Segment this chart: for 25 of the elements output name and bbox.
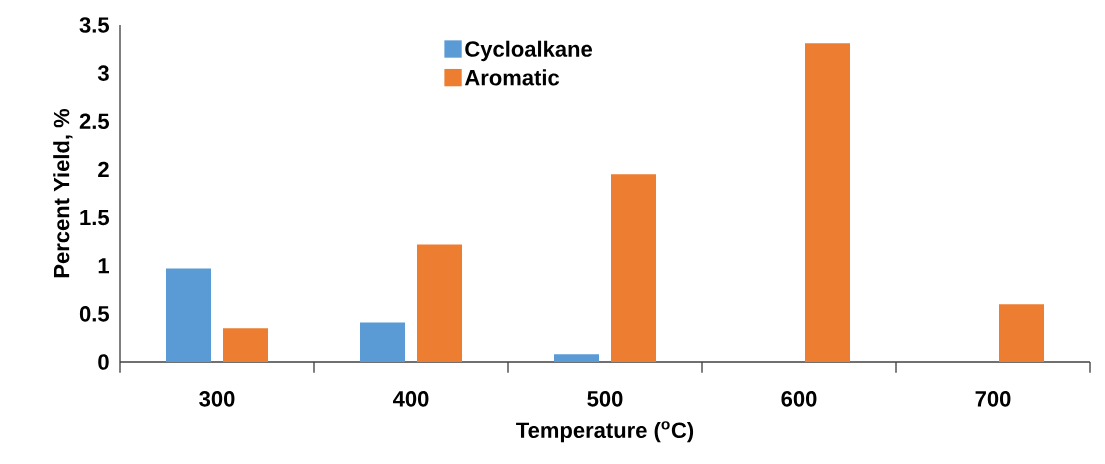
bar bbox=[805, 43, 851, 362]
bar bbox=[360, 322, 406, 362]
bar bbox=[223, 328, 268, 362]
x-axis-title: Temperature ($^{o}$C) bbox=[516, 421, 694, 443]
legend-label: Cycloalkane bbox=[465, 40, 593, 62]
bar bbox=[554, 354, 600, 362]
y-tick-label: 3.5 bbox=[79, 17, 109, 33]
x-tick-label: 500 bbox=[587, 391, 623, 407]
x-tick-label: 700 bbox=[975, 391, 1011, 407]
x-tick-label: 300 bbox=[199, 391, 235, 407]
y-tick-label: 2.5 bbox=[79, 113, 109, 130]
y-tick-label: 0 bbox=[98, 354, 109, 370]
y-tick-label: 2 bbox=[98, 161, 109, 178]
x-tick-label: 600 bbox=[781, 391, 817, 407]
y-tick-label: 3 bbox=[97, 65, 109, 81]
y-tick-label: 1 bbox=[98, 258, 109, 274]
legend-label: Aromatic bbox=[464, 69, 560, 86]
x-tick-label: 400 bbox=[392, 391, 429, 407]
bar bbox=[417, 244, 462, 362]
bar bbox=[611, 174, 657, 362]
bar bbox=[999, 304, 1045, 362]
y-tick-label: 0.5 bbox=[79, 306, 109, 322]
y-tick-label: 1.5 bbox=[80, 209, 109, 226]
bar bbox=[166, 268, 211, 362]
y-axis-title: Percent Yield, % bbox=[53, 108, 73, 278]
